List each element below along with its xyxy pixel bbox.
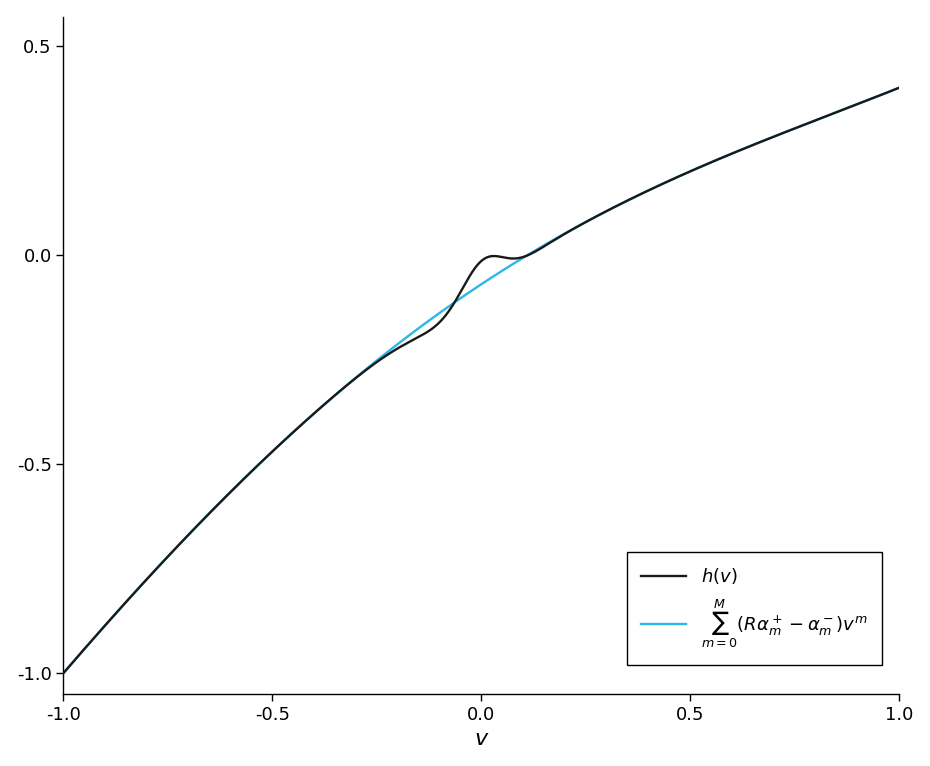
X-axis label: v: v [474, 729, 488, 749]
Legend: $h(v)$, $\sum_{m=0}^{M}(R\alpha_m^+ - \alpha_m^-)v^m$: $h(v)$, $\sum_{m=0}^{M}(R\alpha_m^+ - \a… [627, 552, 882, 665]
